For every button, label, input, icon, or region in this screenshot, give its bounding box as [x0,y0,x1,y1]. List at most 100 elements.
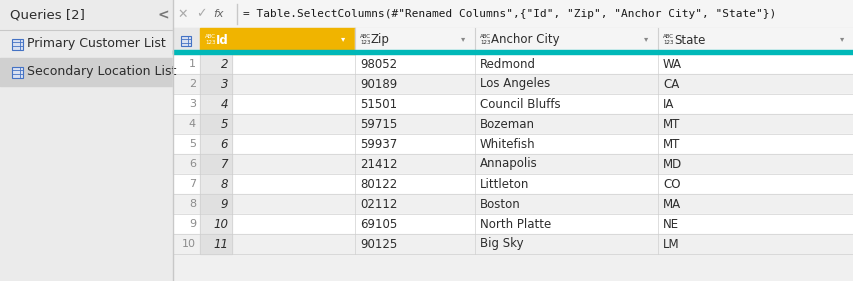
Text: CA: CA [662,78,678,90]
Text: 9: 9 [189,219,196,229]
Text: Council Bluffs: Council Bluffs [479,98,560,110]
Bar [200,134,232,154]
Text: ▾: ▾ [340,35,345,44]
Bar [0,0,173,281]
Text: ▾: ▾ [461,35,465,44]
Bar [0,58,173,86]
Text: 59715: 59715 [360,117,397,130]
Text: MA: MA [662,198,681,210]
Text: MD: MD [662,157,682,171]
Text: 5: 5 [220,117,228,130]
Bar [173,74,853,94]
Bar [173,0,853,28]
Bar [200,28,355,54]
Text: 59937: 59937 [360,137,397,151]
Text: Annapolis: Annapolis [479,157,537,171]
Text: 5: 5 [189,139,196,149]
Bar [474,28,657,54]
Bar [200,74,232,94]
Bar [200,54,232,74]
Bar [173,28,200,54]
Bar [173,214,853,234]
Text: Bozeman: Bozeman [479,117,534,130]
Text: ▾: ▾ [839,35,844,44]
Bar [173,114,853,134]
Text: ✓: ✓ [195,8,206,21]
Bar [182,36,191,46]
Text: 8: 8 [220,178,228,191]
Bar [355,28,474,54]
Bar [200,154,232,174]
Text: IA: IA [662,98,674,110]
Text: 11: 11 [212,237,228,250]
Bar [173,50,853,54]
Bar [173,234,853,254]
Bar [657,28,853,54]
Bar [200,174,232,194]
Text: Boston: Boston [479,198,520,210]
Text: 123: 123 [205,40,215,46]
Text: 80122: 80122 [360,178,397,191]
Text: 4: 4 [220,98,228,110]
Text: 2: 2 [189,79,196,89]
Text: Id: Id [216,33,229,46]
Bar [173,94,853,114]
Text: MT: MT [662,137,680,151]
Text: North Platte: North Platte [479,217,550,230]
Text: 21412: 21412 [360,157,397,171]
Text: 02112: 02112 [360,198,397,210]
Text: 123: 123 [662,40,673,46]
Text: Redmond: Redmond [479,58,536,71]
Text: LM: LM [662,237,679,250]
Text: Los Angeles: Los Angeles [479,78,549,90]
Bar [173,194,853,214]
Text: Zip: Zip [370,33,390,46]
Text: Anchor City: Anchor City [490,33,559,46]
Text: 4: 4 [189,119,196,129]
Text: 10: 10 [182,239,196,249]
Text: CO: CO [662,178,680,191]
Text: 3: 3 [189,99,196,109]
Text: 123: 123 [479,40,490,46]
Text: 98052: 98052 [360,58,397,71]
Text: Littleton: Littleton [479,178,529,191]
Text: ✕: ✕ [177,8,188,21]
Bar [173,134,853,154]
Text: 6: 6 [189,159,196,169]
Text: Primary Customer List: Primary Customer List [27,37,165,51]
Bar [13,67,24,78]
Text: 7: 7 [189,179,196,189]
Text: 2: 2 [220,58,228,71]
Text: 51501: 51501 [360,98,397,110]
Text: Big Sky: Big Sky [479,237,523,250]
Text: = Table.SelectColumns(#"Renamed Columns",{"Id", "Zip", "Anchor City", "State"}): = Table.SelectColumns(#"Renamed Columns"… [243,9,775,19]
Text: ABC: ABC [479,35,490,40]
Text: 90189: 90189 [360,78,397,90]
Bar [0,30,173,58]
Bar [200,194,232,214]
Text: Secondary Location List: Secondary Location List [27,65,177,78]
Text: 90125: 90125 [360,237,397,250]
Bar [200,214,232,234]
Bar [173,28,853,54]
Text: ABC: ABC [205,35,216,40]
Text: WA: WA [662,58,682,71]
Bar [173,54,853,74]
Text: Queries [2]: Queries [2] [10,8,84,22]
Text: 9: 9 [220,198,228,210]
Text: ABC: ABC [662,35,673,40]
Bar [200,114,232,134]
Text: ▾: ▾ [643,35,647,44]
Text: 6: 6 [220,137,228,151]
Bar [13,38,24,49]
Text: 123: 123 [360,40,370,46]
Bar [173,174,853,194]
Text: 8: 8 [189,199,196,209]
Text: NE: NE [662,217,678,230]
Bar [200,94,232,114]
Text: 10: 10 [212,217,228,230]
Bar [0,0,173,30]
Text: 1: 1 [189,59,196,69]
Text: 69105: 69105 [360,217,397,230]
Bar [173,154,853,174]
